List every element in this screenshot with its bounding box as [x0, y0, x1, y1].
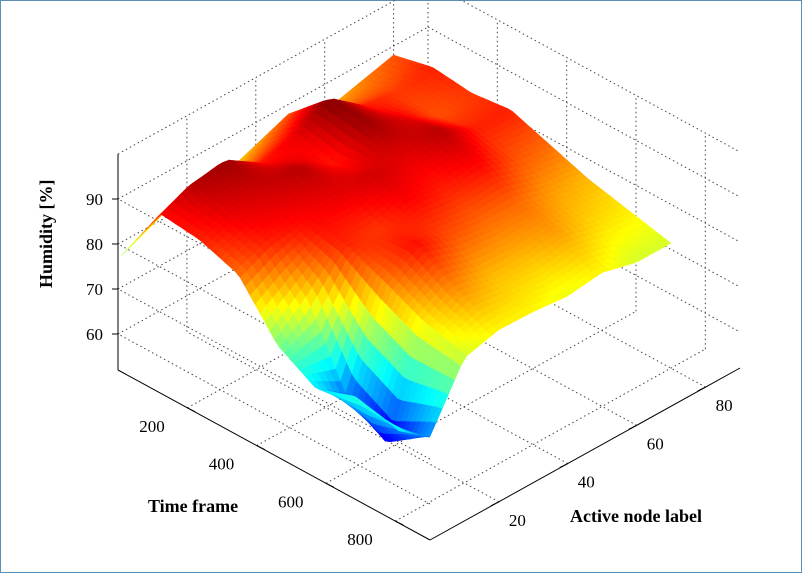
x-tick-label: 200 — [139, 417, 165, 436]
z-axis-label: Humidity [%] — [36, 179, 56, 288]
x-axis-label: Time frame — [148, 496, 238, 516]
wall-grid-line — [117, 333, 431, 505]
z-tick-label: 80 — [86, 235, 103, 254]
wall-grid-line — [117, 161, 429, 335]
floor-grid-line — [393, 216, 706, 388]
tick-layer: 200 400 600 800 20 40 60 80 60 70 80 90 — [86, 190, 733, 549]
floor-grid-line — [325, 310, 637, 484]
y-tick-label: 60 — [647, 434, 664, 453]
x-tick-mark — [187, 407, 196, 413]
floor-grid-line — [187, 235, 498, 409]
y-tick-mark — [628, 424, 637, 430]
y-axis-label: Active node label — [570, 506, 702, 526]
floor-grid-line — [324, 254, 637, 426]
surface-patch — [393, 426, 406, 433]
z-tick-label: 60 — [86, 325, 103, 344]
y-tick-label: 20 — [509, 511, 526, 530]
wall-edge-line — [459, 0, 741, 153]
y-tick-label: 40 — [578, 473, 595, 492]
x-axis-line — [117, 369, 431, 541]
y-tick-mark — [697, 386, 706, 392]
floor-grid-line — [186, 331, 500, 503]
y-tick-label: 80 — [716, 396, 733, 415]
wall-grid-line — [427, 26, 741, 198]
x-tick-mark — [256, 445, 265, 451]
wall-edge-line — [117, 0, 397, 155]
x-tick-mark — [395, 520, 404, 526]
x-tick-label: 800 — [347, 530, 373, 549]
wall-grid-line — [117, 116, 429, 290]
z-tick-label: 90 — [86, 190, 103, 209]
floor-grid-line — [395, 348, 706, 522]
y-tick-mark — [559, 463, 569, 469]
floor-grid-line — [256, 273, 567, 447]
floor-grid-line — [255, 293, 569, 465]
surface-layer — [121, 54, 672, 443]
wall-grid-line — [117, 26, 429, 200]
y-tick-mark — [490, 501, 500, 507]
x-tick-mark — [325, 482, 335, 488]
z-tick-label: 70 — [86, 280, 103, 299]
y-axis-line — [429, 367, 741, 541]
x-tick-label: 600 — [278, 492, 304, 511]
x-tick-label: 400 — [209, 455, 235, 474]
